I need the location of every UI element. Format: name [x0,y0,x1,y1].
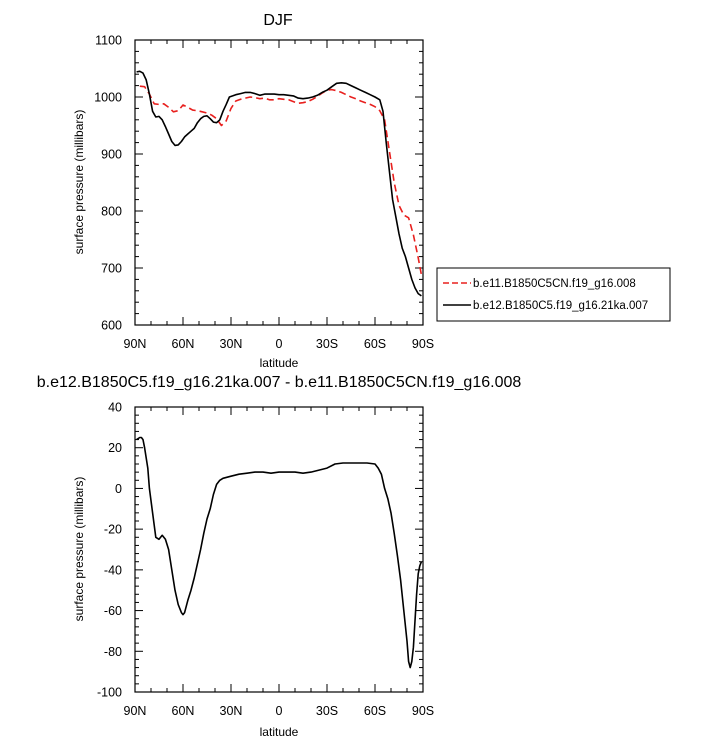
y-tick-label: 600 [101,319,122,333]
y-tick-label: -40 [104,563,122,577]
bottom-tick-marks [134,406,424,693]
bottom-x-axis-label: latitude [260,725,299,739]
y-tick-label: 20 [108,441,122,455]
x-tick-label: 30N [220,337,243,351]
y-tick-label: -60 [104,604,122,618]
x-tick-label: 60N [172,337,195,351]
x-tick-label: 0 [276,337,283,351]
y-tick-label: 1100 [95,34,122,48]
top-y-axis-label: surface pressure (millibars) [72,110,86,255]
y-tick-label: 40 [108,401,122,415]
series-line-1 [136,436,423,669]
top-x-axis-label: latitude [260,356,299,370]
top-panel: DJF 90N 60N 30N 0 30S 60S 90S 600 700 800 900 1000 1… [72,12,671,370]
y-tick-label: -100 [97,686,122,700]
x-tick-label: 0 [276,704,283,718]
top-tick-marks [134,39,424,326]
top-tick-labels: 90N 60N 30N 0 30S 60S 90S 600 700 800 900 1000 1100 [94,34,434,352]
legend-label-series-1: b.e11.B1850C5CN.f19_g16.008 [473,278,636,290]
y-tick-label: -80 [104,645,122,659]
y-tick-label: 1000 [94,91,122,105]
bottom-plot-frame [134,406,424,693]
top-plot-frame [134,39,424,326]
legend-label-series-2: b.e12.B1850C5.f19_g16.21ka.007 [473,300,648,312]
x-tick-label: 30N [220,704,243,718]
x-tick-label: 30S [316,704,338,718]
x-tick-label: 30S [316,337,338,351]
y-tick-label: 800 [101,205,122,219]
top-series-lines [136,70,423,297]
legend-box [436,267,671,322]
bottom-series-lines [136,436,423,669]
legend: b.e11.B1850C5CN.f19_g16.008 b.e12.B1850C… [436,267,671,322]
x-tick-label: 90N [124,704,147,718]
bottom-chart-title: b.e12.B1850C5.f19_g16.21ka.007 - b.e11.B… [37,374,522,391]
bottom-panel: b.e12.B1850C5.f19_g16.21ka.007 - b.e11.B… [37,374,522,739]
series-line-1 [139,85,423,275]
bottom-y-axis-label: surface pressure (millibars) [72,477,86,622]
bottom-tick-labels: 90N 60N 30N 0 30S 60S 90S -100 -80 -60 -40 -20 0 20 40 [97,401,434,719]
y-tick-label: 900 [101,148,122,162]
series-line-2 [136,70,422,297]
x-tick-label: 90S [412,704,434,718]
y-tick-label: -20 [104,523,122,537]
top-chart-title: DJF [263,12,293,29]
y-tick-label: 0 [115,482,122,496]
x-tick-label: 90N [124,337,147,351]
x-tick-label: 60S [364,704,386,718]
x-tick-label: 60N [172,704,195,718]
y-tick-label: 700 [101,262,122,276]
x-tick-label: 90S [412,337,434,351]
x-tick-label: 60S [364,337,386,351]
